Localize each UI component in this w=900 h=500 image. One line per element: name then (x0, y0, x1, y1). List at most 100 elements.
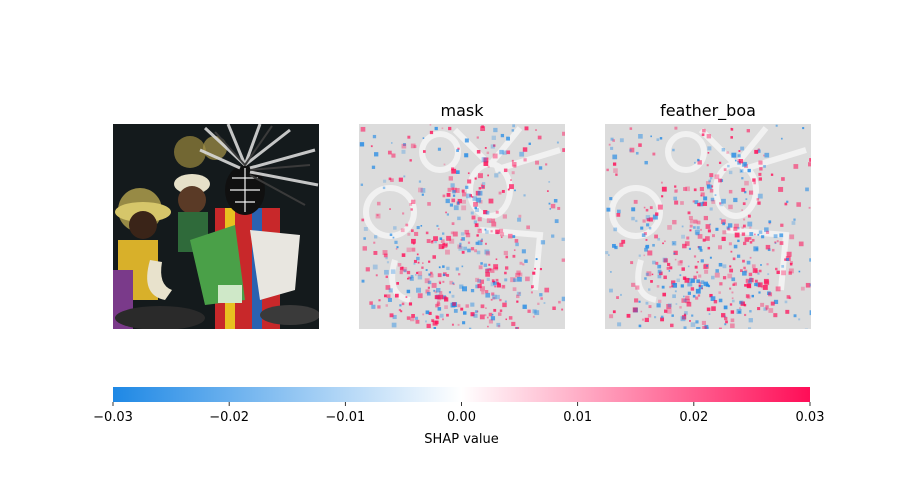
shap-positive-speck (506, 150, 511, 155)
shap-positive-speck (453, 283, 455, 286)
shap-positive-speck (369, 301, 373, 305)
shap-positive-speck (416, 253, 419, 256)
shap-negative-speck (382, 186, 386, 190)
shap-negative-speck (606, 207, 611, 212)
shap-negative-speck (736, 254, 741, 258)
shap-negative-speck (484, 228, 487, 231)
shap-negative-speck (748, 318, 753, 323)
shap-positive-speck (490, 268, 495, 273)
shap-positive-speck (651, 273, 654, 276)
shap-positive-speck (411, 199, 416, 204)
shap-positive-speck (437, 300, 440, 304)
shap-negative-speck (709, 223, 712, 226)
shap-positive-speck (730, 136, 733, 139)
shap-positive-speck (445, 211, 447, 214)
shap-positive-speck (426, 323, 431, 329)
shap-positive-speck (683, 313, 687, 316)
shap-negative-speck (513, 278, 517, 282)
shap-negative-speck (733, 244, 738, 249)
shap-positive-speck (765, 305, 769, 309)
shap-positive-speck (430, 240, 434, 244)
shap-positive-speck (510, 179, 512, 181)
shap-positive-speck (438, 331, 442, 335)
shap-positive-speck (660, 317, 665, 322)
shap-positive-speck (483, 157, 489, 163)
shap-positive-speck (491, 218, 496, 223)
shap-positive-speck (480, 183, 483, 186)
shap-negative-speck (767, 248, 771, 252)
shap-positive-speck (402, 212, 405, 215)
shap-positive-speck (443, 242, 448, 247)
shap-positive-speck (429, 130, 434, 135)
shap-negative-speck (455, 170, 460, 175)
shap-negative-speck (638, 300, 641, 303)
shap-positive-speck (748, 237, 752, 240)
shap-positive-speck (702, 238, 706, 242)
shap-positive-speck (481, 185, 485, 189)
shap-negative-speck (386, 261, 390, 264)
shap-positive-speck (714, 272, 720, 278)
shap-positive-speck (698, 281, 702, 285)
shap-negative-speck (614, 245, 618, 250)
shap-negative-speck (460, 232, 465, 236)
shap-positive-speck (690, 287, 695, 291)
shap-positive-speck (666, 308, 672, 314)
shap-positive-speck (693, 188, 697, 192)
shap-negative-speck (695, 232, 700, 236)
shap-positive-speck (400, 310, 403, 313)
shap-positive-speck (709, 188, 714, 193)
colorbar: −0.03 −0.02 −0.01 0.00 0.01 0.02 0.03 SHAP val… (93, 387, 824, 447)
shap-negative-speck (517, 217, 522, 222)
shap-positive-speck (452, 231, 458, 237)
shap-negative-speck (515, 242, 519, 247)
shap-negative-speck (409, 276, 414, 281)
shap-negative-speck (609, 197, 613, 201)
shap-negative-speck (556, 141, 559, 144)
shap-positive-speck (457, 244, 462, 249)
shap-positive-speck (491, 221, 497, 227)
shap-negative-speck (359, 142, 365, 147)
shap-positive-speck (424, 278, 430, 284)
shap-positive-speck (433, 236, 438, 242)
shap-positive-speck (731, 291, 734, 294)
shap-negative-speck (809, 258, 811, 262)
shap-positive-speck (677, 260, 683, 266)
shap-positive-speck (697, 294, 701, 297)
shap-positive-speck (535, 160, 540, 165)
shap-negative-speck (631, 216, 635, 221)
shap-negative-speck (657, 269, 662, 274)
shap-negative-speck (734, 159, 737, 162)
shap-positive-speck (667, 262, 671, 267)
shap-negative-speck (438, 266, 441, 269)
shap-positive-speck (446, 313, 449, 317)
shap-positive-speck (443, 296, 447, 300)
shap-negative-speck (485, 210, 490, 215)
shap-negative-speck (660, 315, 664, 319)
shap-negative-speck (652, 260, 656, 265)
shap-negative-speck (728, 170, 733, 175)
shap-negative-speck (482, 186, 484, 188)
shap-negative-speck (749, 277, 753, 281)
shap-positive-speck (647, 250, 653, 256)
shap-positive-speck (749, 226, 752, 229)
shap-negative-speck (635, 219, 638, 223)
shap-positive-speck (631, 282, 636, 287)
shap-positive-speck (745, 278, 750, 283)
shap-negative-speck (446, 213, 449, 216)
shap-positive-speck (700, 194, 702, 197)
shap-positive-speck (522, 263, 525, 266)
shap-positive-speck (552, 306, 556, 311)
shap-negative-speck (516, 291, 522, 297)
shap-positive-speck (457, 198, 462, 204)
shap-positive-speck (411, 247, 416, 252)
shap-negative-speck (524, 259, 528, 263)
shap-positive-speck (728, 189, 733, 194)
shap-positive-speck (448, 176, 453, 181)
shap-negative-speck (514, 189, 516, 192)
shap-positive-speck (497, 312, 502, 316)
shap-positive-speck (405, 223, 409, 227)
shap-positive-speck (370, 145, 373, 148)
shap-negative-speck (548, 181, 551, 183)
shap-positive-speck (499, 228, 504, 233)
shap-positive-speck (775, 267, 778, 271)
